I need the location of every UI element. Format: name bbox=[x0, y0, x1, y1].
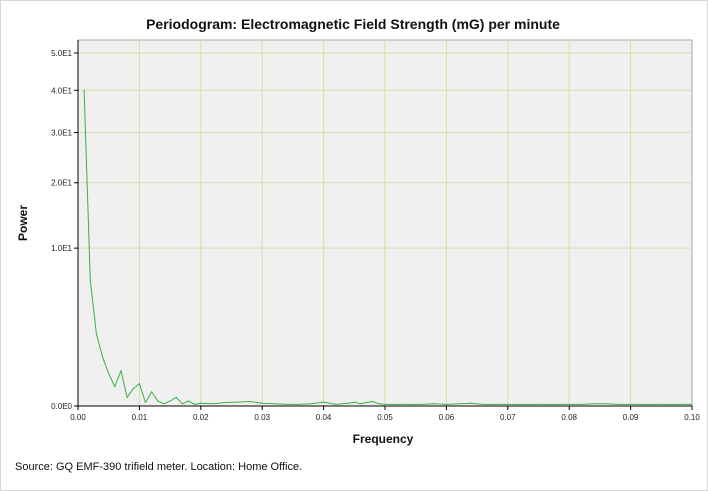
data-point bbox=[194, 403, 196, 406]
series-layer bbox=[83, 89, 693, 406]
data-point bbox=[200, 402, 202, 404]
data-point bbox=[365, 401, 368, 404]
tick-labels: 0.00 0.01 0.02 0.03 0.04 0.05 0.06 0.07 0.08 0.09… bbox=[51, 49, 700, 422]
data-point bbox=[163, 403, 165, 405]
data-point bbox=[384, 403, 386, 406]
data-point bbox=[605, 403, 607, 405]
data-point bbox=[126, 396, 128, 398]
data-point bbox=[181, 403, 183, 405]
data-point bbox=[408, 403, 411, 406]
data-point bbox=[544, 403, 546, 406]
y-tick-label: 4.0E1 bbox=[51, 86, 72, 95]
data-point bbox=[286, 403, 288, 406]
data-point bbox=[310, 403, 312, 405]
data-point bbox=[224, 401, 226, 404]
chart-title: Periodogram: Electromagnetic Field Stren… bbox=[146, 16, 560, 32]
data-point bbox=[175, 396, 177, 398]
data-point bbox=[132, 388, 134, 390]
x-axis-title: Frequency bbox=[353, 432, 414, 446]
source-note: Source: GQ EMF-390 trifield meter. Locat… bbox=[15, 461, 303, 473]
grid-lines bbox=[78, 40, 692, 406]
data-point bbox=[101, 356, 104, 358]
x-tick-label: 0.07 bbox=[500, 413, 516, 422]
data-point bbox=[138, 383, 140, 385]
data-point bbox=[470, 402, 472, 404]
data-point bbox=[507, 403, 509, 406]
x-tick-label: 0.05 bbox=[377, 413, 393, 422]
data-point bbox=[298, 403, 300, 406]
data-point bbox=[396, 403, 398, 406]
y-tick-label: 3.0E1 bbox=[51, 129, 72, 138]
data-point bbox=[666, 403, 669, 406]
data-point bbox=[580, 403, 583, 406]
x-tick-label: 0.09 bbox=[623, 413, 639, 422]
data-point bbox=[494, 403, 497, 406]
data-point bbox=[261, 402, 263, 404]
data-point bbox=[144, 401, 147, 404]
data-point bbox=[89, 280, 91, 282]
data-point bbox=[237, 401, 239, 403]
data-point bbox=[378, 403, 380, 405]
data-point bbox=[433, 403, 435, 405]
x-tick-label: 0.10 bbox=[684, 413, 700, 422]
data-point bbox=[458, 403, 460, 405]
data-point bbox=[151, 391, 153, 393]
x-tick-label: 0.00 bbox=[70, 413, 86, 422]
data-point bbox=[83, 89, 85, 91]
data-point bbox=[617, 403, 619, 406]
y-axis-title: Power bbox=[16, 205, 30, 241]
data-point bbox=[691, 403, 693, 406]
y-tick-label: 0.0E0 bbox=[51, 402, 72, 411]
data-point bbox=[654, 403, 656, 406]
data-point bbox=[273, 403, 276, 405]
data-point bbox=[335, 403, 337, 406]
data-point bbox=[519, 403, 521, 406]
data-point bbox=[531, 403, 533, 406]
data-point bbox=[108, 373, 110, 375]
x-tick-label: 0.03 bbox=[254, 413, 270, 422]
data-point bbox=[556, 403, 558, 406]
data-point bbox=[114, 386, 116, 388]
x-tick-label: 0.08 bbox=[561, 413, 577, 422]
data-point bbox=[323, 401, 325, 403]
data-point bbox=[421, 403, 423, 406]
data-point bbox=[679, 403, 681, 406]
data-point bbox=[630, 403, 632, 406]
x-tick-label: 0.01 bbox=[132, 413, 148, 422]
data-point bbox=[353, 401, 355, 403]
x-tick-label: 0.02 bbox=[193, 413, 209, 422]
x-tick-label: 0.06 bbox=[439, 413, 455, 422]
data-point bbox=[157, 400, 159, 402]
data-point bbox=[568, 403, 570, 406]
data-point bbox=[169, 400, 171, 402]
data-point bbox=[593, 403, 595, 405]
data-point bbox=[347, 402, 349, 404]
y-tick-label: 2.0E1 bbox=[51, 179, 72, 188]
data-point bbox=[212, 403, 214, 405]
data-point bbox=[187, 400, 190, 402]
y-tick-label: 5.0E1 bbox=[51, 49, 72, 58]
data-point bbox=[445, 403, 447, 406]
data-point bbox=[372, 400, 374, 403]
y-tick-label: 1.0E1 bbox=[51, 244, 72, 253]
x-tick-label: 0.04 bbox=[316, 413, 332, 422]
data-point bbox=[482, 403, 484, 406]
data-point bbox=[120, 370, 122, 372]
data-point bbox=[642, 403, 644, 406]
data-point bbox=[359, 403, 362, 405]
data-point bbox=[249, 400, 251, 403]
data-point bbox=[95, 333, 98, 335]
